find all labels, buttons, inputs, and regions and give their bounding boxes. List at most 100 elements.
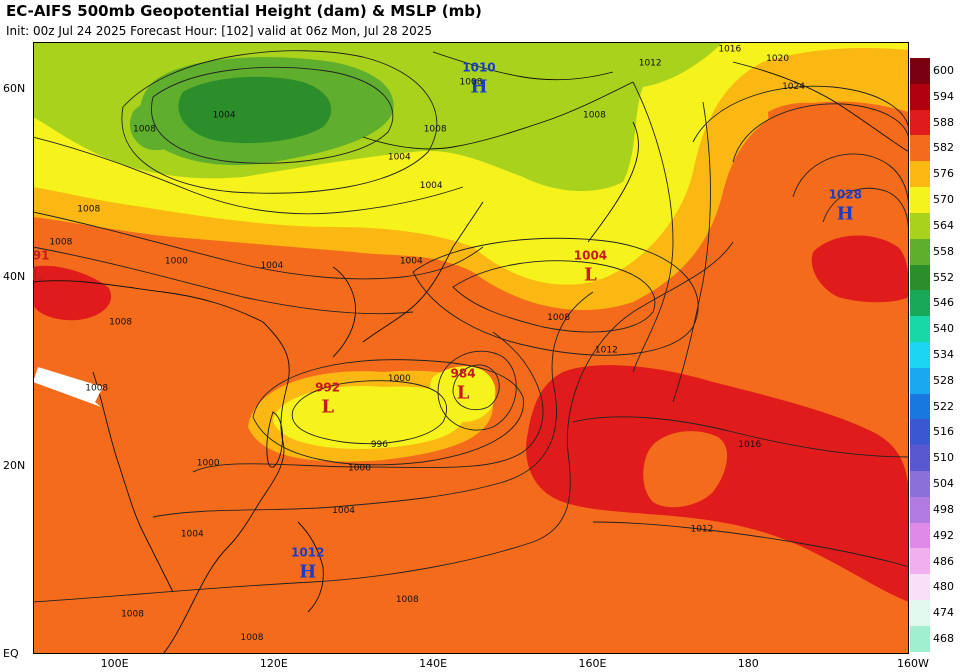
chart-subtitle: Init: 00z Jul 24 2025 Forecast Hour: [10… bbox=[6, 24, 433, 38]
pressure-center-letter: H bbox=[299, 561, 316, 582]
pressure-center-value: 992 bbox=[315, 380, 340, 394]
colorbar-swatch bbox=[910, 445, 930, 471]
isobar-label: 1000 bbox=[165, 256, 188, 266]
isobar-label: 1008 bbox=[460, 77, 483, 87]
map-canvas: 1010H1028H1004L992L984L991L1012H 1004100… bbox=[33, 42, 909, 654]
colorbar-swatch bbox=[910, 548, 930, 575]
isobar-label: 1008 bbox=[121, 609, 144, 619]
high-pressure-center: 1012 H bbox=[291, 545, 324, 582]
colorbar-label: 540 bbox=[933, 322, 954, 336]
pressure-center-value: 991 bbox=[33, 249, 50, 263]
colorbar-swatch bbox=[910, 496, 930, 523]
colorbar-label: 570 bbox=[933, 193, 954, 207]
colorbar-swatch bbox=[910, 264, 930, 291]
pressure-center-letter: H bbox=[837, 203, 854, 224]
isobar-label: 1004 bbox=[388, 153, 411, 163]
isobar-label: 996 bbox=[371, 440, 388, 450]
colorbar-label: 600 bbox=[933, 63, 954, 77]
colorbar-swatch bbox=[910, 58, 930, 84]
colorbar-swatch bbox=[910, 161, 930, 188]
lat-label: 20N bbox=[3, 458, 26, 472]
height-fill-558-b bbox=[130, 103, 184, 151]
isobar-label: 1004 bbox=[213, 110, 236, 120]
isobar-label: 1000 bbox=[197, 459, 220, 469]
height-fill-582-hole bbox=[643, 431, 728, 508]
height-fill-588-west bbox=[33, 265, 112, 321]
isobar-label-layer: 1004 1008 1008 1008 1008 1012 1016 1020 1024 1004… bbox=[49, 44, 805, 642]
low-pressure-center: 984 L bbox=[451, 366, 476, 403]
colorbar-swatch bbox=[910, 574, 930, 601]
colorbar bbox=[910, 58, 930, 652]
isobar-label: 1000 bbox=[348, 463, 371, 473]
pressure-center-letter: L bbox=[584, 265, 597, 286]
colorbar-swatch bbox=[910, 238, 930, 265]
colorbar-label: 552 bbox=[933, 270, 954, 284]
colorbar-swatch bbox=[910, 522, 930, 549]
isobar-label: 1004 bbox=[260, 261, 283, 271]
lon-label: 160W bbox=[897, 657, 929, 670]
map-panel: 1010H1028H1004L992L984L991L1012H 1004100… bbox=[33, 42, 909, 654]
isobar-label: 1008 bbox=[133, 124, 156, 134]
isobar-label: 1008 bbox=[85, 383, 108, 393]
pressure-center-value: 1010 bbox=[462, 60, 495, 74]
isobar-label: 1008 bbox=[424, 124, 447, 134]
colorbar-swatch bbox=[910, 625, 930, 652]
colorbar-swatch bbox=[910, 367, 930, 394]
colorbar-label: 492 bbox=[933, 528, 954, 542]
pressure-center-letter: H bbox=[470, 76, 487, 97]
height-fill-552 bbox=[178, 76, 332, 144]
colorbar-label: 528 bbox=[933, 373, 954, 387]
pressure-center-letter: L bbox=[457, 382, 470, 403]
colorbar-label: 558 bbox=[933, 244, 954, 258]
lon-label: 160E bbox=[578, 657, 607, 670]
low-pressure-center: 1004 L bbox=[574, 249, 607, 286]
colorbar-label: 582 bbox=[933, 141, 954, 155]
coastlines bbox=[33, 51, 909, 654]
colorbar-swatch bbox=[910, 393, 930, 420]
lon-label: 120E bbox=[259, 657, 288, 670]
isobar-label: 1012 bbox=[595, 346, 618, 356]
colorbar-label: 480 bbox=[933, 580, 954, 594]
lat-label: EQ bbox=[3, 647, 19, 660]
height-fill-588-ne bbox=[811, 235, 909, 303]
colorbar-swatch bbox=[910, 187, 930, 213]
colorbar-label: 534 bbox=[933, 348, 954, 361]
colorbar-label: 468 bbox=[933, 632, 954, 646]
isobar-label: 1008 bbox=[583, 110, 606, 120]
isobar-label: 1012 bbox=[690, 525, 713, 535]
colorbar-swatch bbox=[910, 341, 930, 368]
colorbar-label: 594 bbox=[933, 89, 954, 103]
colorbar-label: 486 bbox=[933, 554, 954, 568]
colorbar-label: 498 bbox=[933, 502, 954, 516]
high-pressure-center: 1028 H bbox=[829, 187, 862, 224]
colorbar-label: 516 bbox=[933, 425, 954, 439]
colorbar-label: 510 bbox=[933, 451, 954, 465]
isobar-label: 1012 bbox=[639, 59, 662, 69]
pressure-center-value: 1004 bbox=[574, 249, 607, 263]
chart-title: EC-AIFS 500mb Geopotential Height (dam) … bbox=[6, 2, 482, 20]
colorbar-label: 504 bbox=[933, 477, 954, 491]
lat-label: 40N bbox=[3, 270, 26, 284]
colorbar-swatch bbox=[910, 290, 930, 317]
isobar-label: 1008 bbox=[109, 317, 132, 327]
isobar-label: 1008 bbox=[241, 633, 264, 643]
pressure-center-layer: 1010 H 1028 H 1004 L 992 L 984 L 991 L 1012 H bbox=[33, 60, 862, 582]
isobar-label: 1004 bbox=[420, 181, 443, 191]
colorbar-swatch bbox=[910, 471, 930, 497]
colorbar-swatch bbox=[910, 419, 930, 446]
pressure-center-letter: L bbox=[33, 265, 44, 286]
data-gap-artifact bbox=[33, 367, 103, 407]
low-pressure-center: 992 L bbox=[315, 380, 340, 417]
pressure-center-value: 1012 bbox=[291, 545, 324, 559]
lon-label: 140E bbox=[419, 657, 448, 670]
isobar-label: 1004 bbox=[332, 506, 355, 516]
colorbar-label: 546 bbox=[933, 296, 954, 310]
isobar-label: 1008 bbox=[547, 313, 570, 323]
low-pressure-center: 991 L bbox=[33, 249, 50, 286]
colorbar-label: 474 bbox=[933, 606, 954, 620]
height-fill-582-ne bbox=[768, 102, 885, 182]
colorbar-swatch bbox=[910, 316, 930, 342]
colorbar-swatch bbox=[910, 83, 930, 110]
isobar-label: 1004 bbox=[400, 256, 423, 266]
colorbar-swatch bbox=[910, 109, 930, 136]
